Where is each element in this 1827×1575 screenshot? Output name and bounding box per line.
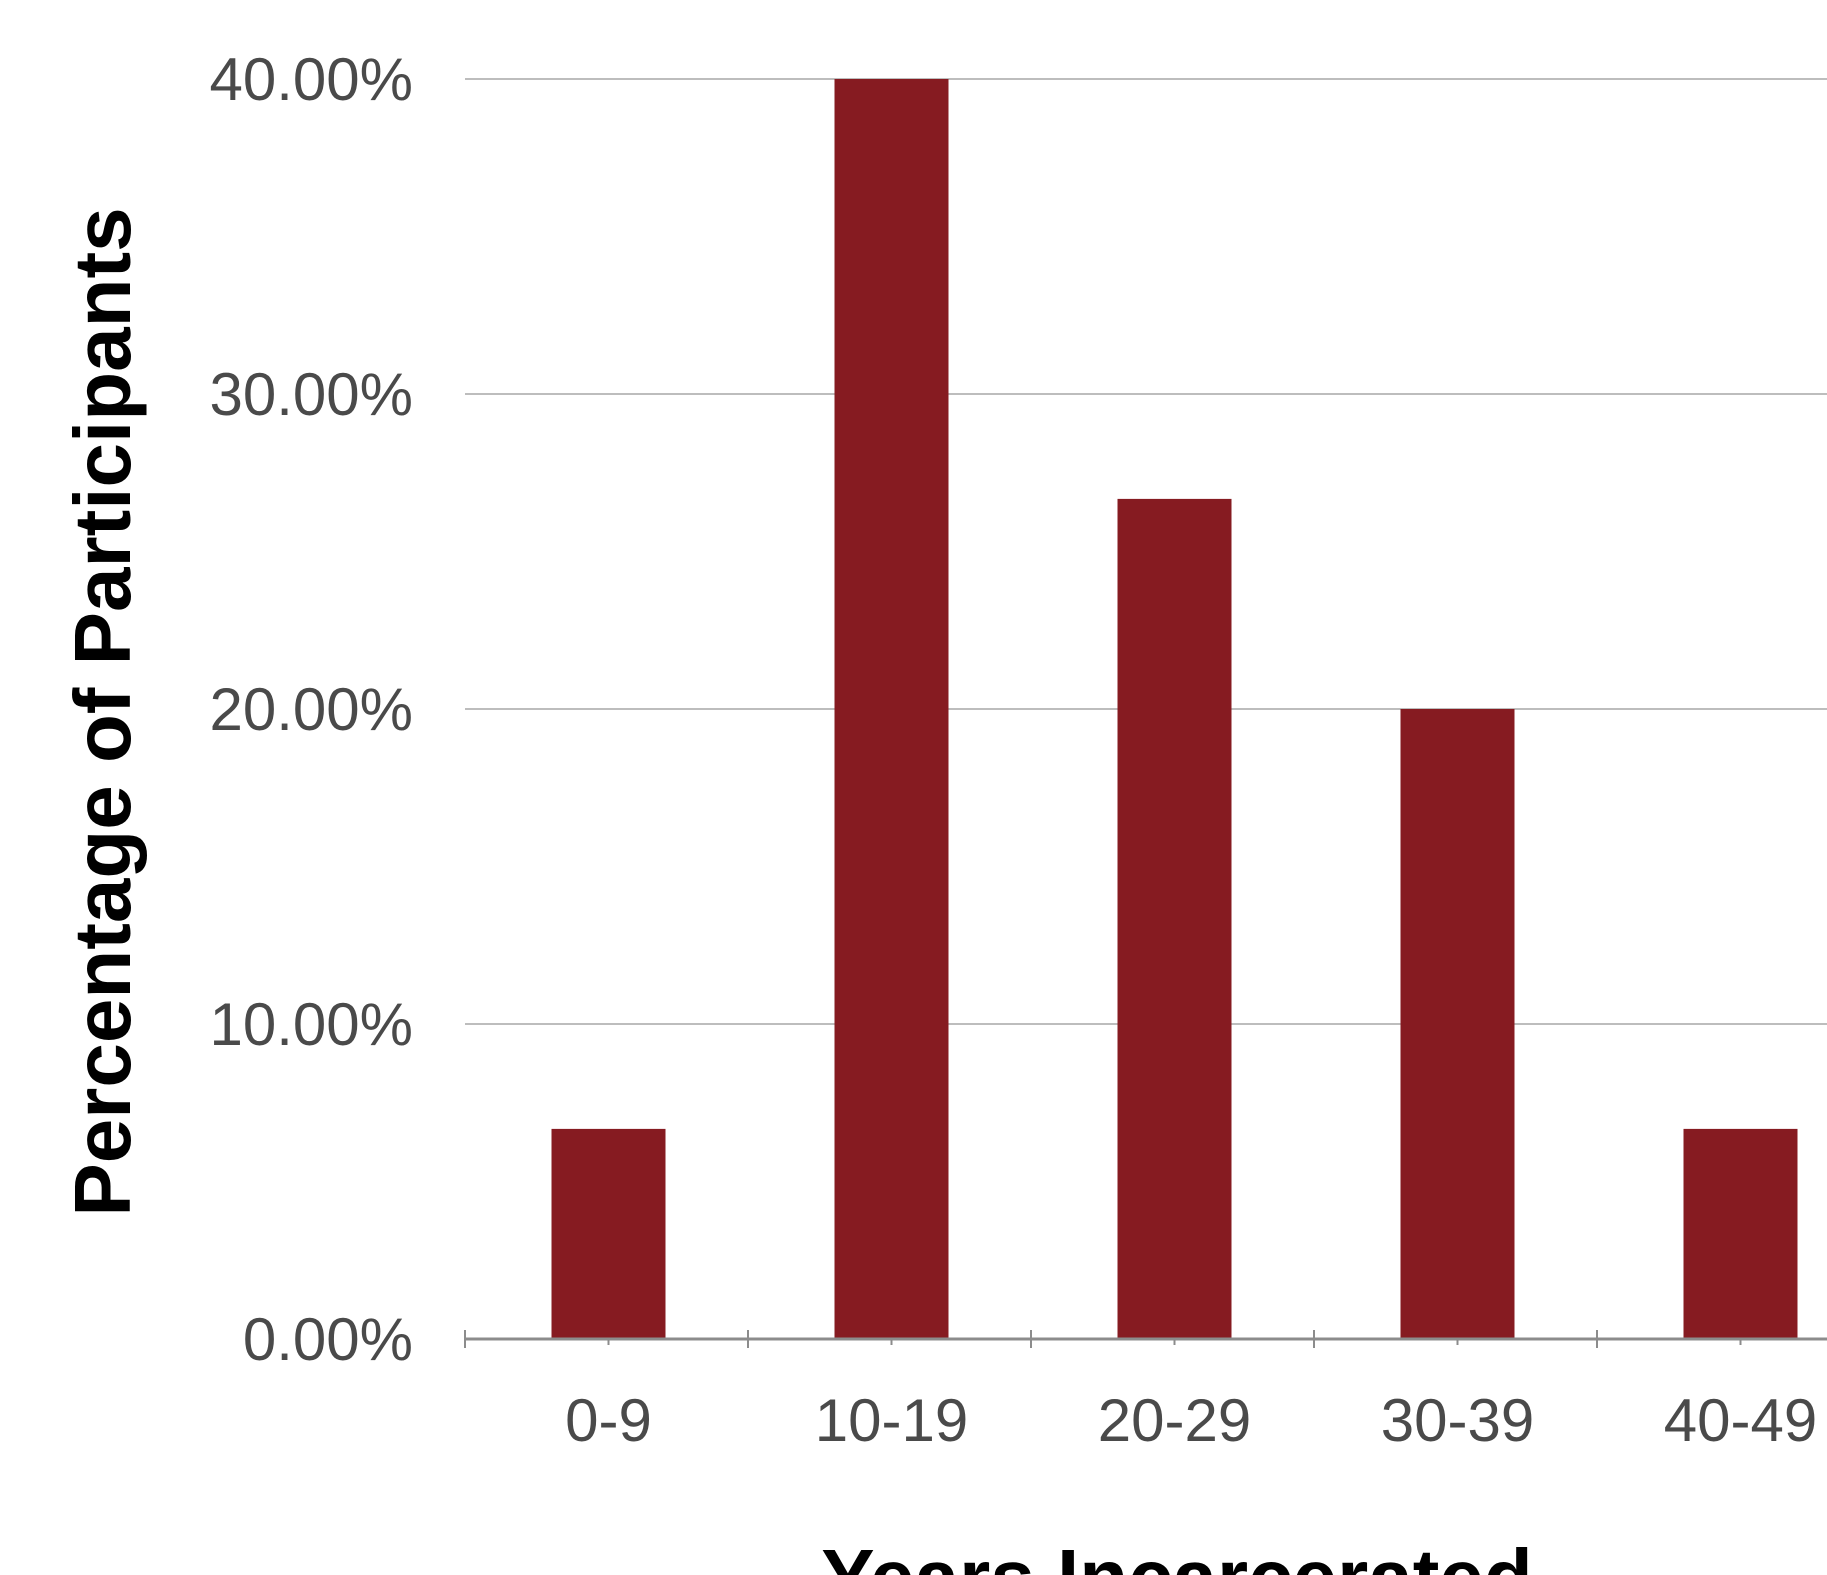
y-tick-label: 0.00% bbox=[243, 1306, 413, 1373]
x-tick-label: 0-9 bbox=[565, 1387, 652, 1454]
x-tick-label: 20-29 bbox=[1098, 1387, 1251, 1454]
y-tick-label: 10.00% bbox=[210, 991, 414, 1058]
x-axis bbox=[464, 1330, 1827, 1348]
y-tick-label: 30.00% bbox=[210, 361, 414, 428]
bar bbox=[1400, 709, 1515, 1339]
y-tick-label: 40.00% bbox=[210, 46, 414, 113]
y-axis-title: Percentage of Participants bbox=[58, 207, 147, 1216]
bars bbox=[551, 79, 1798, 1339]
bar bbox=[834, 79, 949, 1339]
bar bbox=[551, 1128, 666, 1339]
bar bbox=[1683, 1128, 1798, 1339]
y-tick-labels: 0.00% 10.00% 20.00% 30.00% 40.00% bbox=[210, 46, 414, 1373]
x-tick-label: 30-39 bbox=[1381, 1387, 1534, 1454]
y-tick-label: 20.00% bbox=[210, 676, 414, 743]
x-tick-label: 40-49 bbox=[1664, 1387, 1817, 1454]
bar bbox=[1117, 498, 1232, 1339]
x-axis-title: Years Incarcerated bbox=[821, 1533, 1533, 1575]
x-tick-label: 10-19 bbox=[815, 1387, 968, 1454]
x-tick-labels: 0-9 10-19 20-29 30-39 40-49 bbox=[565, 1387, 1817, 1454]
